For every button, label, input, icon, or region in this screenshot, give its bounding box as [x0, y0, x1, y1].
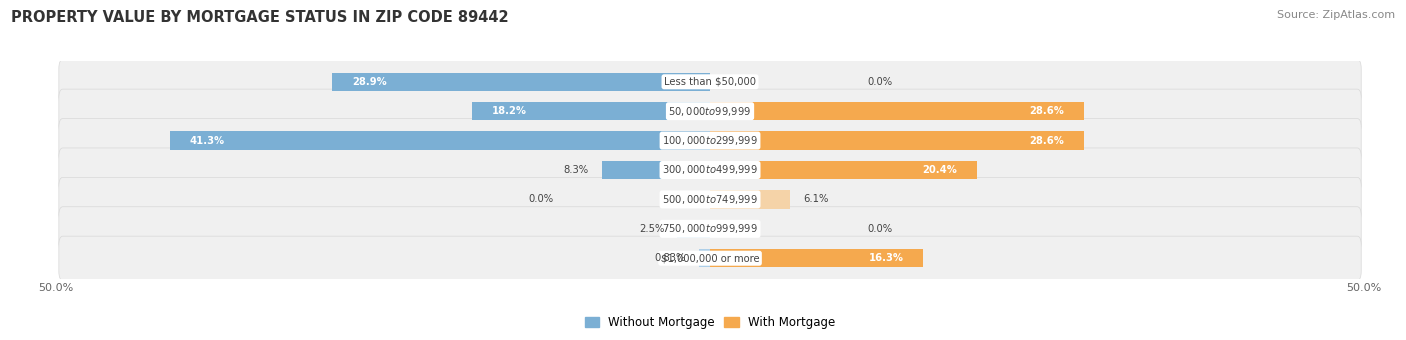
Text: 41.3%: 41.3%	[190, 136, 225, 146]
Text: 0.83%: 0.83%	[655, 253, 686, 263]
FancyBboxPatch shape	[59, 89, 1361, 133]
Text: 18.2%: 18.2%	[492, 106, 527, 116]
Text: 8.3%: 8.3%	[564, 165, 589, 175]
Bar	[678, 220, 710, 238]
Text: Source: ZipAtlas.com: Source: ZipAtlas.com	[1277, 10, 1395, 20]
Text: $500,000 to $749,999: $500,000 to $749,999	[662, 193, 758, 206]
Bar	[710, 190, 790, 208]
Text: 0.0%: 0.0%	[529, 194, 553, 204]
Text: 28.6%: 28.6%	[1029, 106, 1064, 116]
Text: 16.3%: 16.3%	[869, 253, 904, 263]
Bar	[699, 249, 710, 267]
Text: 28.9%: 28.9%	[352, 77, 387, 87]
Text: 6.1%: 6.1%	[803, 194, 828, 204]
Bar	[710, 132, 1084, 150]
FancyBboxPatch shape	[59, 207, 1361, 251]
Text: $750,000 to $999,999: $750,000 to $999,999	[662, 222, 758, 235]
Bar	[710, 249, 924, 267]
FancyBboxPatch shape	[59, 60, 1361, 104]
FancyBboxPatch shape	[59, 236, 1361, 280]
Bar	[332, 73, 710, 91]
Text: $1,000,000 or more: $1,000,000 or more	[661, 253, 759, 263]
Text: $50,000 to $99,999: $50,000 to $99,999	[668, 105, 752, 118]
Text: 2.5%: 2.5%	[638, 224, 664, 234]
FancyBboxPatch shape	[59, 148, 1361, 192]
Text: Less than $50,000: Less than $50,000	[664, 77, 756, 87]
Bar	[170, 132, 710, 150]
FancyBboxPatch shape	[59, 177, 1361, 221]
Legend: Without Mortgage, With Mortgage: Without Mortgage, With Mortgage	[581, 311, 839, 334]
FancyBboxPatch shape	[59, 119, 1361, 163]
Bar	[472, 102, 710, 120]
Bar	[710, 102, 1084, 120]
Text: $300,000 to $499,999: $300,000 to $499,999	[662, 164, 758, 176]
Text: $100,000 to $299,999: $100,000 to $299,999	[662, 134, 758, 147]
Text: 28.6%: 28.6%	[1029, 136, 1064, 146]
Text: 0.0%: 0.0%	[868, 77, 891, 87]
Bar	[710, 161, 977, 179]
Text: 0.0%: 0.0%	[868, 224, 891, 234]
Text: 20.4%: 20.4%	[922, 165, 957, 175]
Bar	[602, 161, 710, 179]
Text: PROPERTY VALUE BY MORTGAGE STATUS IN ZIP CODE 89442: PROPERTY VALUE BY MORTGAGE STATUS IN ZIP…	[11, 10, 509, 25]
